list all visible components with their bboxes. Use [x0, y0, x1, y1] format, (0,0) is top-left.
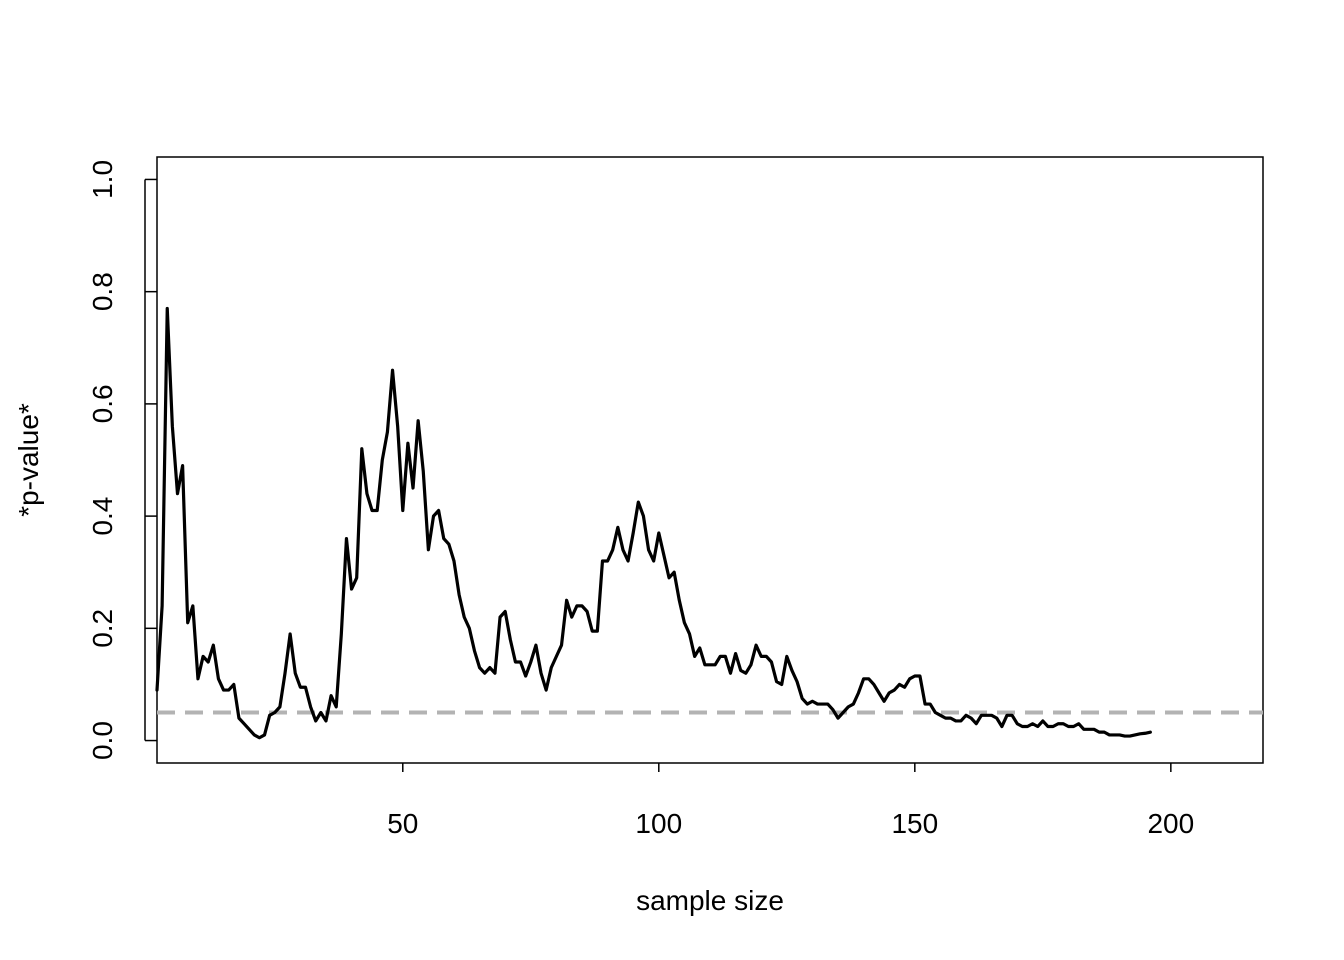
- y-tick-label: 1.0: [87, 160, 118, 199]
- x-tick-label: 150: [891, 808, 938, 839]
- y-tick-label: 0.2: [87, 609, 118, 648]
- y-tick-label: 0.6: [87, 384, 118, 423]
- y-tick-label: 0.4: [87, 497, 118, 536]
- y-axis-title: *p-value*: [13, 403, 44, 517]
- plot-frame: [156, 156, 1264, 764]
- x-axis: 50 100 150 200: [387, 763, 1194, 839]
- x-tick-label: 50: [387, 808, 418, 839]
- x-axis-title: sample size: [636, 885, 784, 916]
- series-line-0: [155, 306, 1152, 740]
- x-tick-label: 100: [635, 808, 682, 839]
- y-tick-label: 0.8: [87, 272, 118, 311]
- y-tick-label: 0.0: [87, 721, 118, 760]
- y-axis: 0.0 0.2 0.4 0.6 0.8 1.0: [87, 160, 157, 760]
- series-group: [155, 306, 1152, 740]
- x-tick-label: 200: [1147, 808, 1194, 839]
